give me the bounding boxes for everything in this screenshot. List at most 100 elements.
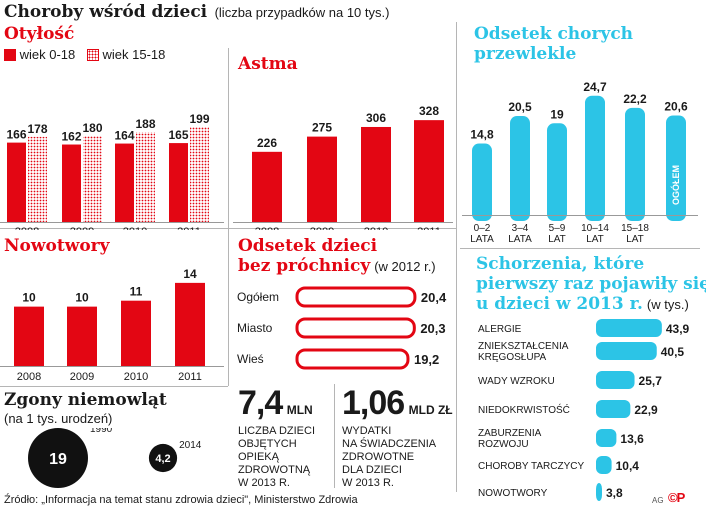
infant-year-label: 2014 xyxy=(179,440,202,451)
obesity-bar-0-18 xyxy=(169,143,188,222)
chronic-category-label: LAT xyxy=(626,234,644,245)
stat-spending-desc: WYDATKI NA ŚWIADCZENIA ZDROWOTNE DLA DZIECI… xyxy=(342,425,454,490)
cancer-value-label: 10 xyxy=(75,291,89,305)
cases-bar xyxy=(596,371,635,389)
cancer-value-label: 14 xyxy=(183,267,197,281)
infant-bubble xyxy=(148,443,178,473)
infant-year-label: 1990 xyxy=(90,428,113,435)
caries-bar xyxy=(295,348,410,370)
page-subtitle: (liczba przypadków na 10 tys.) xyxy=(214,5,390,20)
stat-desc-line: WYDATKI xyxy=(342,425,392,437)
chronic-chart: 14,80–2LATA20,53–4LATA195–9LAT24,710–14L… xyxy=(462,80,698,245)
chronic-category-label: LAT xyxy=(586,234,604,245)
cases-title-line: u dzieci w 2013 r. xyxy=(476,294,643,314)
header: Choroby wśród dzieci (liczba przypadków … xyxy=(4,2,389,22)
chronic-category-label: LATA xyxy=(470,234,494,245)
stat-spending: 1,06 MLD ZŁ WYDATKI NA ŚWIADCZENIA ZDROWOT… xyxy=(342,384,454,490)
cases-note: (w tys.) xyxy=(646,297,689,312)
asthma-bar xyxy=(307,136,337,222)
cases-title-line: Schorzenia, które xyxy=(476,254,645,274)
cases-category-label: KRĘGOSŁUPA xyxy=(478,352,546,363)
cases-category-label: ZABURZENIA xyxy=(478,428,542,439)
obesity-bar-15-18 xyxy=(28,136,47,222)
cases-value-label: 10,4 xyxy=(616,459,640,473)
cancer-year-label: 2008 xyxy=(17,371,41,383)
cases-title: Schorzenia, które pierwszy raz pojawiły … xyxy=(476,254,706,315)
stat-spending-value: 1,06 xyxy=(342,384,405,422)
obesity-bar-0-18 xyxy=(115,143,134,222)
divider xyxy=(0,228,456,229)
obesity-legend: wiek 0-18 wiek 15-18 xyxy=(4,47,165,62)
cases-category-label: NIEDOKRWISTOŚĆ xyxy=(478,403,570,416)
chronic-bar xyxy=(547,123,567,221)
obesity-value-label: 199 xyxy=(189,112,209,126)
caries-value-label: 20,4 xyxy=(421,290,447,305)
obesity-year-label: 2009 xyxy=(70,226,94,230)
asthma-bar xyxy=(361,126,391,222)
cases-bar xyxy=(596,456,612,474)
divider xyxy=(460,248,700,249)
chronic-category-label: 0–2 xyxy=(474,223,491,234)
cases-title-line: pierwszy raz pojawiły się xyxy=(476,274,706,294)
stat-desc-line: LICZBA DZIECI xyxy=(238,425,316,437)
chronic-value-label: 22,2 xyxy=(623,92,647,106)
divider xyxy=(228,48,229,386)
asthma-value-label: 306 xyxy=(366,111,386,125)
obesity-value-label: 165 xyxy=(168,128,188,142)
legend-swatch-solid xyxy=(4,49,16,61)
stat-desc-line: W 2013 R. xyxy=(342,477,394,489)
obesity-bar-15-18 xyxy=(83,135,102,222)
infant-chart: 19 1990 4,2 2014 xyxy=(28,428,202,488)
infant-value-label: 19 xyxy=(49,451,67,468)
cases-category-label: CHOROBY TARCZYCY xyxy=(478,461,584,472)
stat-children: 7,4 MLN LICZBA DZIECI OBJĘTYCH OPIEKĄ ZDROW… xyxy=(238,384,332,490)
asthma-year-label: 2011 xyxy=(417,226,441,230)
asthma-year-label: 2010 xyxy=(364,226,388,230)
cases-category-label: WADY WZROKU xyxy=(478,376,555,387)
source-note: Źródło: „Informacja na temat stanu zdrow… xyxy=(4,494,358,506)
chronic-value-label: 19 xyxy=(550,107,564,121)
caries-category-label: Ogółem xyxy=(237,290,279,304)
cases-bar xyxy=(596,429,617,447)
asthma-value-label: 328 xyxy=(419,104,439,118)
cancer-year-label: 2009 xyxy=(70,371,94,383)
legend-label: wiek 0-18 xyxy=(19,47,76,62)
legend-swatch-dotted xyxy=(86,49,99,61)
chronic-value-label: 20,6 xyxy=(664,100,688,114)
stat-desc-line: OBJĘTYCH xyxy=(238,438,297,450)
chronic-category-label: LATA xyxy=(508,234,532,245)
asthma-value-label: 226 xyxy=(257,136,277,150)
stat-desc-line: OPIEKĄ xyxy=(238,451,279,463)
obesity-year-label: 2011 xyxy=(177,226,201,230)
cancer-bar xyxy=(121,300,151,366)
caries-title-line: bez próchnicy xyxy=(238,256,371,276)
caries-title-line: Odsetek dzieci xyxy=(238,236,378,256)
obesity-title: Otyłość xyxy=(4,24,75,44)
chronic-category-label: 10–14 xyxy=(581,223,609,234)
asthma-year-label: 2009 xyxy=(310,226,334,230)
cancer-value-label: 11 xyxy=(130,285,143,299)
cases-bar xyxy=(596,400,631,418)
obesity-bar-15-18 xyxy=(190,126,209,222)
obesity-value-label: 164 xyxy=(114,129,134,143)
obesity-year-label: 2010 xyxy=(123,226,147,230)
obesity-value-label: 178 xyxy=(27,122,47,136)
asthma-bar xyxy=(414,120,444,222)
chronic-category-label: OGÓŁEM xyxy=(670,165,681,205)
chronic-title-line: przewlekle xyxy=(474,44,577,64)
infant-title: Zgony niemowląt xyxy=(4,390,167,410)
obesity-value-label: 166 xyxy=(6,128,26,142)
stat-spending-unit: MLD ZŁ xyxy=(408,403,453,417)
caries-bar xyxy=(295,286,417,308)
cases-value-label: 13,6 xyxy=(620,432,644,446)
stat-children-desc: LICZBA DZIECI OBJĘTYCH OPIEKĄ ZDROWOTNĄ W 20… xyxy=(238,425,332,490)
chronic-category-label: 3–4 xyxy=(512,223,529,234)
cancer-year-label: 2010 xyxy=(124,371,148,383)
cases-category-label: ROZWOJU xyxy=(478,439,529,450)
chronic-value-label: 20,5 xyxy=(508,100,532,114)
divider xyxy=(0,386,228,387)
cancer-bar xyxy=(67,306,97,366)
caries-category-label: Miasto xyxy=(237,321,273,335)
